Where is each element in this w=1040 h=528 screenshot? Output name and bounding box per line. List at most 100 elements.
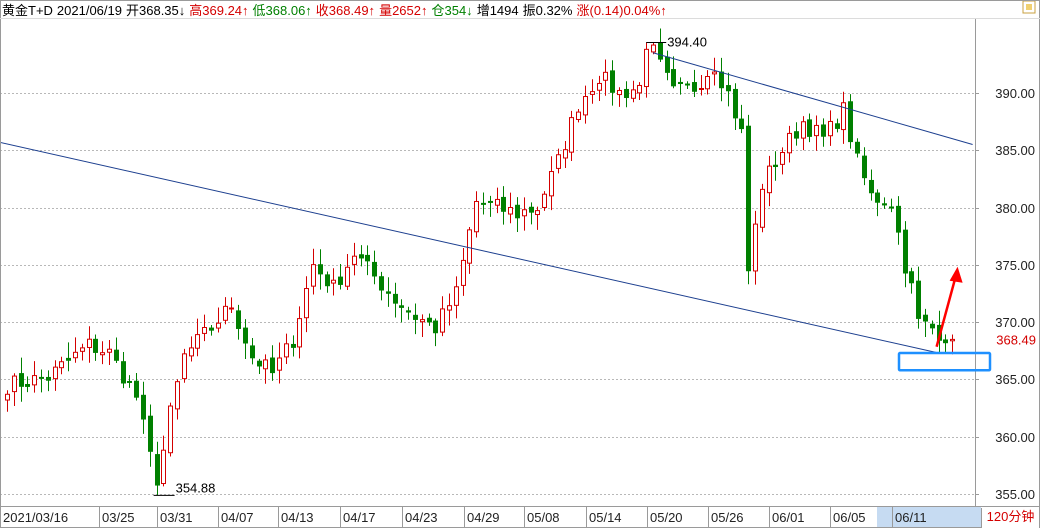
x-tick-label: 04/23 xyxy=(405,510,438,525)
candle xyxy=(828,110,833,146)
candle xyxy=(107,339,112,365)
candle xyxy=(889,198,894,213)
candle xyxy=(161,435,166,487)
candle-body xyxy=(141,394,146,420)
candle xyxy=(127,375,132,388)
candle-body xyxy=(461,259,466,286)
candle xyxy=(243,319,248,359)
time-highlight xyxy=(877,507,981,527)
candle-body xyxy=(161,449,166,485)
candle-body xyxy=(481,202,486,205)
candle xyxy=(814,115,819,151)
candle xyxy=(685,81,690,89)
candle xyxy=(467,226,472,274)
candle xyxy=(447,293,452,326)
candle xyxy=(848,94,853,149)
candle xyxy=(767,155,772,207)
candle-body xyxy=(474,200,479,233)
x-tick-label: 03/25 xyxy=(102,510,135,525)
candle-body xyxy=(875,192,880,203)
candle-body xyxy=(603,71,608,81)
candle-body xyxy=(127,380,132,383)
candle xyxy=(529,202,534,225)
candle-body xyxy=(855,141,860,154)
candle-body xyxy=(359,254,364,259)
candle xyxy=(930,320,935,335)
candle xyxy=(665,50,670,81)
candle xyxy=(141,381,146,434)
settings-icon[interactable] xyxy=(1020,0,1038,14)
candle xyxy=(515,197,520,232)
candle xyxy=(739,104,744,134)
candle xyxy=(603,59,608,96)
quote-date: 2021/06/19 xyxy=(56,3,122,18)
candle-body xyxy=(495,198,500,206)
candle-body xyxy=(365,254,370,262)
candle xyxy=(943,334,948,353)
x-tick-label: 04/29 xyxy=(467,510,500,525)
candle xyxy=(427,313,432,326)
candle xyxy=(569,110,574,162)
min-label: 354.88 xyxy=(176,480,216,495)
candle xyxy=(53,360,58,391)
candle-body xyxy=(739,118,744,130)
candle-body xyxy=(19,373,24,387)
candle-body xyxy=(835,123,840,129)
candle-body xyxy=(87,338,92,348)
candle xyxy=(345,253,350,290)
arrow-head xyxy=(949,266,963,283)
x-tick-label: 05/20 xyxy=(650,510,683,525)
candle xyxy=(474,191,479,238)
candle xyxy=(692,69,697,98)
candle-body xyxy=(801,121,806,139)
candle-body xyxy=(53,366,58,380)
candle xyxy=(495,187,500,214)
candle xyxy=(32,361,37,393)
x-tick-label: 06/01 xyxy=(772,510,805,525)
candle xyxy=(671,56,676,89)
candle-body xyxy=(733,88,738,119)
candle-body xyxy=(903,229,908,274)
candle xyxy=(916,266,921,329)
candle xyxy=(835,118,840,133)
candle-body xyxy=(665,56,670,73)
volume-value: 量2652↑ xyxy=(379,3,428,18)
x-tick-label: 05/08 xyxy=(527,510,560,525)
candle xyxy=(406,306,411,320)
candle xyxy=(155,441,160,496)
candle-body xyxy=(352,255,357,265)
y-tick-label: 355.00 xyxy=(995,487,1035,502)
candle xyxy=(263,354,268,384)
candle-body xyxy=(168,405,173,454)
candle-body xyxy=(175,381,180,410)
candle-body xyxy=(107,348,112,353)
candle-body xyxy=(189,347,194,357)
timeframe-label[interactable]: 120分钟 xyxy=(981,508,1039,528)
candle xyxy=(393,282,398,318)
candle xyxy=(93,334,98,361)
candle-body xyxy=(896,205,901,233)
candle-body xyxy=(535,210,540,216)
candle xyxy=(311,248,316,295)
candle-body xyxy=(794,131,799,139)
candle xyxy=(705,70,710,95)
candle-body xyxy=(556,154,561,169)
candle xyxy=(787,125,792,163)
candle-body xyxy=(406,310,411,313)
candle-body xyxy=(73,351,78,359)
candle-body xyxy=(610,70,615,93)
candle xyxy=(379,271,384,301)
candle-body xyxy=(501,196,506,212)
candle xyxy=(556,148,561,174)
candle-body xyxy=(767,165,772,194)
candle xyxy=(501,186,506,225)
candle-body xyxy=(250,345,255,359)
candle xyxy=(875,189,880,217)
candle xyxy=(726,72,731,107)
candle-body xyxy=(569,117,574,153)
amplitude-value: 振0.32% xyxy=(522,3,573,18)
x-tick-label: 04/07 xyxy=(221,510,254,525)
candle xyxy=(175,379,180,420)
candles xyxy=(5,28,955,496)
